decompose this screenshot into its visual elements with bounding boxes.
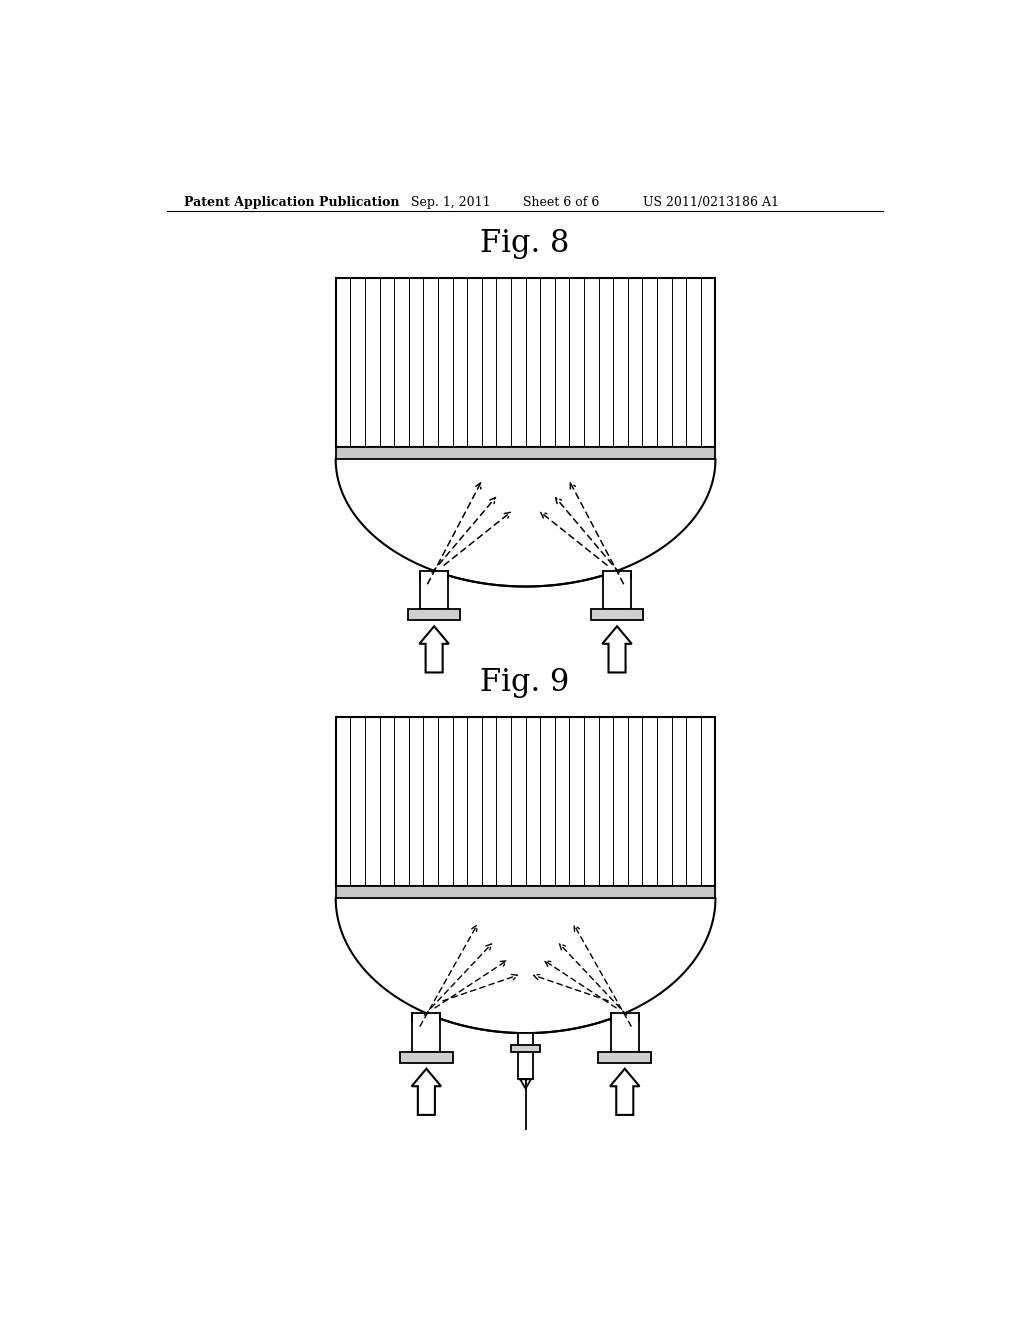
Text: Fig. 9: Fig. 9 [480,667,569,697]
Bar [420,570,449,610]
Bar [591,610,643,620]
Bar [408,610,461,620]
Bar [336,886,716,899]
Bar [336,447,716,459]
Text: Sheet 6 of 6: Sheet 6 of 6 [523,195,600,209]
Text: Sep. 1, 2011: Sep. 1, 2011 [411,195,490,209]
Text: Fig. 8: Fig. 8 [480,227,569,259]
Text: Patent Application Publication: Patent Application Publication [183,195,399,209]
Polygon shape [602,626,632,672]
Bar [511,1044,541,1052]
Bar [603,570,631,610]
Bar [336,717,716,886]
Text: US 2011/0213186 A1: US 2011/0213186 A1 [643,195,779,209]
Bar [336,717,716,886]
Bar [598,1052,651,1063]
Bar [336,277,716,447]
Polygon shape [420,626,449,672]
Polygon shape [610,1069,640,1115]
Bar [336,277,716,447]
Bar [611,1014,639,1052]
Polygon shape [412,1069,441,1115]
Bar [413,1014,440,1052]
Bar [518,1034,534,1080]
Bar [400,1052,453,1063]
